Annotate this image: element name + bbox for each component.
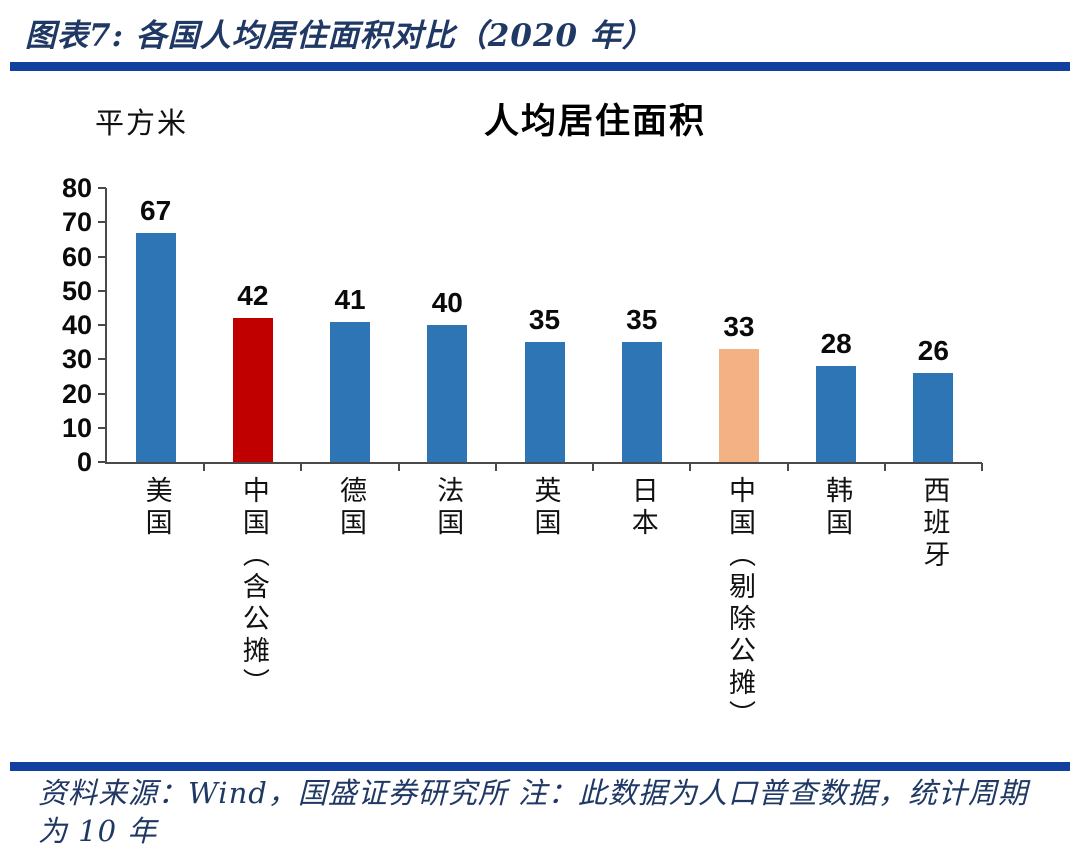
bar-value-label: 26 xyxy=(917,334,949,366)
y-tick-label: 10 xyxy=(61,412,92,443)
category-label: 美国 xyxy=(140,476,172,540)
bar-value-label: 67 xyxy=(140,194,172,226)
x-tick-mark xyxy=(494,463,497,471)
category-label: 日本 xyxy=(626,476,658,540)
figure-caption: 图表7: 各国人均居住面积对比（2020 年） xyxy=(25,18,654,54)
bar xyxy=(135,232,176,462)
y-tick-mark xyxy=(98,392,106,395)
x-tick-mark xyxy=(786,463,789,471)
y-tick-label: 30 xyxy=(61,344,92,375)
chart-title: 人均居住面积 xyxy=(483,101,706,142)
x-tick-mark xyxy=(883,463,886,471)
category-label: 英国 xyxy=(529,476,561,540)
y-tick-mark xyxy=(98,358,106,361)
bar-value-label: 35 xyxy=(528,304,561,336)
y-tick-mark xyxy=(98,289,106,292)
x-tick-mark xyxy=(397,463,400,471)
bar xyxy=(913,373,954,462)
y-axis-unit-label: 平方米 xyxy=(95,106,189,140)
y-tick-label: 50 xyxy=(61,275,92,306)
category-label: 德国 xyxy=(335,476,367,540)
x-tick-mark xyxy=(981,463,983,471)
bar-value-label: 41 xyxy=(334,283,366,315)
category-label: 韩国 xyxy=(821,476,853,540)
x-tick-mark xyxy=(592,463,595,471)
category-label: 中国（含公摊） xyxy=(237,476,269,700)
x-tick-mark xyxy=(203,463,206,471)
y-tick-label: 20 xyxy=(61,378,92,409)
bar xyxy=(718,349,759,462)
y-tick-mark xyxy=(98,221,106,224)
y-tick-mark xyxy=(98,255,106,258)
x-tick-mark xyxy=(300,463,303,471)
y-tick-mark xyxy=(98,426,106,429)
plot-area: 0 10 20 30 40 50 60 70 80 67 美国 42 中国（含公摊） 41 德国 40 法国 35… xyxy=(62,175,983,732)
category-label: 法国 xyxy=(432,476,464,540)
y-tick-label: 40 xyxy=(61,310,92,340)
y-tick-mark xyxy=(98,187,106,189)
y-tick-label: 80 xyxy=(61,173,92,203)
y-axis-line xyxy=(105,188,107,464)
bar-value-label: 28 xyxy=(820,328,852,360)
bar xyxy=(524,342,565,462)
y-tick-label: 0 xyxy=(76,447,92,477)
header-rule xyxy=(10,62,1070,71)
y-tick-label: 70 xyxy=(61,207,92,238)
footer-rule xyxy=(10,762,1070,771)
bar xyxy=(232,318,273,462)
bar xyxy=(427,325,468,462)
x-axis-line xyxy=(105,462,982,464)
bar-value-label: 42 xyxy=(237,280,269,312)
y-tick-label: 60 xyxy=(61,241,92,272)
bar xyxy=(621,342,662,462)
x-tick-mark xyxy=(689,463,692,471)
bar xyxy=(330,321,371,462)
source-note: 资料来源：Wind，国盛证券研究所 注：此数据为人口普查数据，统计周期为 10 … xyxy=(38,776,1029,849)
category-label: 中国（剔除公摊） xyxy=(723,476,755,732)
y-tick-mark xyxy=(98,324,106,326)
y-tick-mark xyxy=(98,461,106,463)
bar-value-label: 40 xyxy=(431,287,463,318)
category-label: 西班牙 xyxy=(918,476,950,572)
bar xyxy=(816,366,857,462)
bar-value-label: 33 xyxy=(723,310,755,342)
bar-value-label: 35 xyxy=(626,304,658,336)
